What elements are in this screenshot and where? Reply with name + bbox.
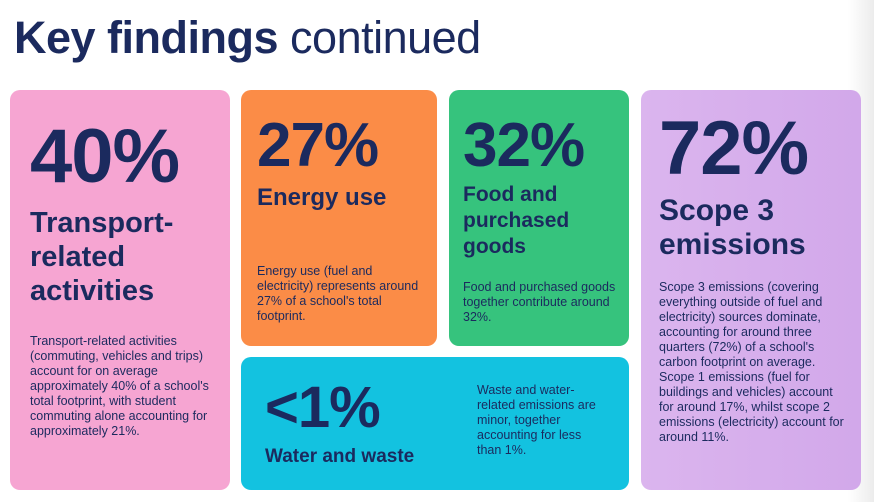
scope3-stat: 72% (659, 106, 809, 191)
energy-stat: 27% (257, 111, 379, 180)
food-description: Food and purchased goods together contri… (463, 280, 616, 324)
food-heading: Food and purchased goods (463, 183, 570, 258)
finding-card-energy: 27% Energy use Energy use (fuel and elec… (241, 90, 437, 346)
finding-card-water-waste: <1% Water and waste Waste and water-rela… (241, 357, 629, 490)
page-title-bold: Key findings (14, 12, 279, 63)
transport-heading: Transport-related activities (30, 207, 174, 307)
food-stat: 32% (463, 111, 585, 180)
scope3-description: Scope 3 emissions (covering everything o… (659, 280, 844, 444)
water-waste-stat: <1% (265, 375, 381, 440)
page-title: Key findings continued (14, 10, 481, 66)
water-waste-heading: Water and waste (265, 446, 415, 467)
scope3-heading: Scope 3 emissions (659, 194, 806, 261)
water-waste-description: Waste and water-related emissions are mi… (477, 383, 596, 457)
finding-card-food: 32% Food and purchased goods Food and pu… (449, 90, 629, 346)
energy-heading: Energy use (257, 184, 387, 211)
page-title-light: continued (290, 12, 481, 63)
energy-description: Energy use (fuel and electricity) repres… (257, 264, 419, 323)
finding-card-scope3: 72% Scope 3 emissions Scope 3 emissions … (641, 90, 861, 490)
transport-stat: 40% (30, 114, 180, 199)
transport-description: Transport-related activities (commuting,… (30, 334, 209, 438)
finding-card-transport: 40% Transport-related activities Transpo… (10, 90, 230, 490)
